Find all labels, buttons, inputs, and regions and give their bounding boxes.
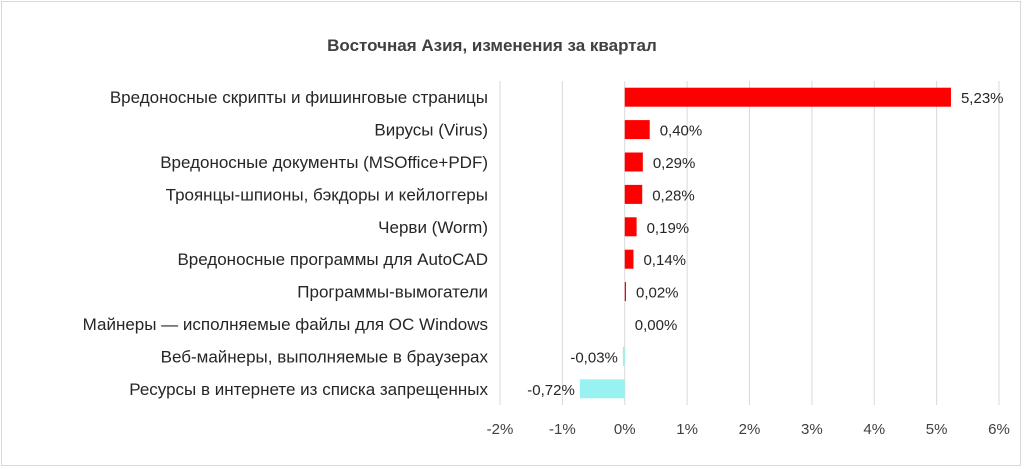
value-label: -0,03%	[570, 349, 618, 366]
bar	[624, 282, 626, 302]
category-label: Вредоносные скрипты и фишинговые страниц…	[110, 88, 488, 107]
bar	[624, 152, 643, 172]
value-label: 0,02%	[636, 285, 679, 302]
x-tick-label: 6%	[988, 421, 1010, 438]
x-tick-label: 4%	[863, 421, 885, 438]
bar	[624, 217, 637, 237]
value-label: 0,14%	[643, 252, 686, 269]
category-label: Вредоносные программы для AutoCAD	[177, 250, 488, 269]
bars-layer	[579, 87, 951, 399]
x-tick-label: -1%	[549, 421, 576, 438]
x-tick-label: 3%	[801, 421, 823, 438]
value-label: 5,23%	[961, 90, 1004, 107]
category-label: Ресурсы в интернете из списка запрещенны…	[129, 380, 488, 399]
category-label: Троянцы-шпионы, бэкдоры и кейлоггеры	[166, 185, 488, 204]
bar	[622, 346, 625, 366]
category-label: Майнеры — исполняемые файлы для ОС Windo…	[83, 315, 488, 334]
chart-title: Восточная Азия, изменения за квартал	[327, 36, 657, 55]
category-label: Программы-вымогатели	[297, 283, 488, 302]
x-tick-label: 5%	[926, 421, 948, 438]
x-tick-label: -2%	[487, 421, 514, 438]
ticks-layer: -2% -1% 0% 1% 2% 3% 4% 5% 6%	[487, 421, 1010, 438]
x-tick-label: 0%	[614, 421, 636, 438]
labels-layer: Вредоносные скрипты и фишинговые страниц…	[83, 88, 1004, 399]
value-label: 0,40%	[660, 123, 703, 140]
value-label: 0,19%	[647, 220, 690, 237]
bar	[624, 120, 650, 140]
category-label: Черви (Worm)	[378, 218, 488, 237]
value-label: -0,72%	[527, 382, 575, 399]
bar	[624, 249, 634, 269]
value-label: 0,00%	[635, 317, 678, 334]
bar	[579, 379, 625, 399]
category-label: Вирусы (Virus)	[374, 121, 488, 140]
value-label: 0,28%	[652, 187, 695, 204]
category-label: Веб-майнеры, выполняемые в браузерах	[161, 347, 489, 366]
category-label: Вредоносные документы (MSOffice+PDF)	[160, 153, 488, 172]
x-tick-label: 1%	[676, 421, 698, 438]
bar	[624, 87, 951, 107]
bar	[624, 184, 643, 204]
value-label: 0,29%	[653, 155, 696, 172]
x-tick-label: 2%	[739, 421, 761, 438]
